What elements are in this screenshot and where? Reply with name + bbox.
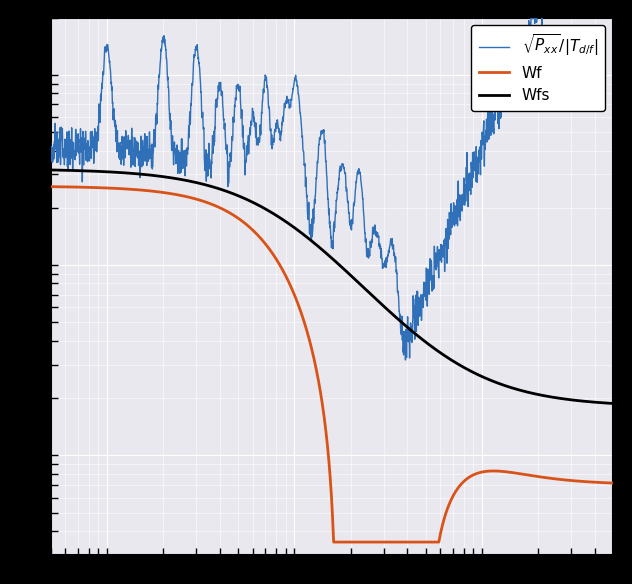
- Wfs: [609, 400, 617, 407]
- $\sqrt{P_{xx}}/|T_{d/f}|$: [250, 115, 258, 122]
- Wfs: [380, 303, 387, 310]
- $\sqrt{P_{xx}}/|T_{d/f}|$: [47, 139, 54, 146]
- Legend: $\sqrt{P_{xx}}/|T_{d/f}|$, Wf, Wfs: $\sqrt{P_{xx}}/|T_{d/f}|$, Wf, Wfs: [471, 25, 605, 111]
- Wfs: [47, 166, 54, 173]
- Wf: [75, 183, 83, 190]
- Wf: [464, 475, 471, 482]
- Line: Wfs: Wfs: [51, 170, 613, 404]
- $\sqrt{P_{xx}}/|T_{d/f}|$: [494, 104, 501, 111]
- Wf: [494, 468, 501, 475]
- Wf: [380, 538, 387, 545]
- Line: $\sqrt{P_{xx}}/|T_{d/f}|$: $\sqrt{P_{xx}}/|T_{d/f}|$: [51, 0, 613, 360]
- $\sqrt{P_{xx}}/|T_{d/f}|$: [402, 356, 410, 363]
- $\sqrt{P_{xx}}/|T_{d/f}|$: [464, 197, 471, 204]
- $\sqrt{P_{xx}}/|T_{d/f}|$: [380, 262, 387, 269]
- $\sqrt{P_{xx}}/|T_{d/f}|$: [404, 333, 412, 340]
- Wf: [609, 479, 617, 486]
- Wf: [404, 538, 412, 545]
- Wf: [250, 228, 258, 235]
- Wfs: [250, 200, 258, 207]
- Wf: [330, 538, 337, 545]
- Wfs: [404, 324, 411, 331]
- Wfs: [464, 366, 471, 373]
- Wfs: [494, 380, 501, 387]
- Line: Wf: Wf: [51, 187, 613, 542]
- $\sqrt{P_{xx}}/|T_{d/f}|$: [75, 144, 83, 151]
- Wf: [47, 183, 54, 190]
- Wfs: [75, 167, 83, 174]
